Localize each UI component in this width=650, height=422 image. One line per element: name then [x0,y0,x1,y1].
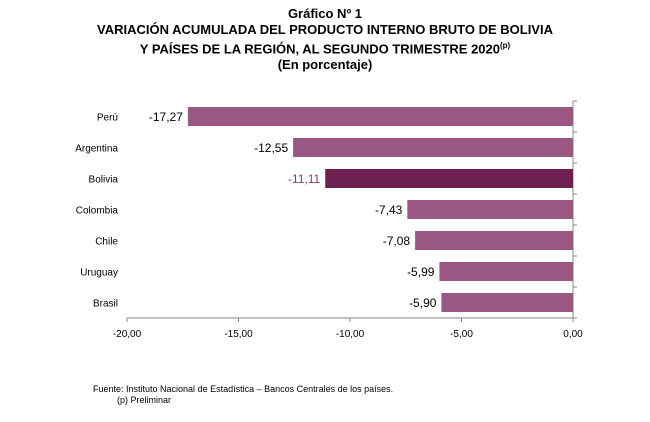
data-label: -7,08 [383,234,411,248]
x-tick-label: -10,00 [336,329,365,340]
data-label: -7,43 [375,203,403,217]
data-label: -5,90 [409,296,437,310]
bar [325,169,573,188]
category-label: Bolivia [89,175,119,186]
chart-titles: Gráfico Nº 1 VARIACIÓN ACUMULADA DEL PRO… [0,6,650,73]
category-label: Uruguay [80,268,118,279]
source-note: Fuente: Instituto Nacional de Estadístic… [93,384,394,394]
bar [187,107,573,126]
category-label: Brasil [93,299,118,310]
chart-units: (En porcentaje) [277,57,373,73]
bar [407,200,573,219]
preliminary-note: (p) Preliminar [117,395,172,405]
category-label: Argentina [75,144,118,155]
chart-title-superscript: (p) [500,41,511,50]
chart-title-line2: Y PAÍSES DE LA REGIÓN, AL SEGUNDO TRIMES… [0,38,650,57]
x-tick-label: 0,00 [563,329,583,340]
data-label: -5,99 [407,265,435,279]
chart-footnote: Fuente: Instituto Nacional de Estadístic… [93,384,393,406]
x-tick-label: -5,00 [450,329,473,340]
x-tick-label: -15,00 [224,329,253,340]
category-label: Colombia [76,206,119,217]
category-label: Chile [95,237,118,248]
x-tick-label: -20,00 [113,329,142,340]
chart-title-line2-text: Y PAÍSES DE LA REGIÓN, AL SEGUNDO TRIMES… [139,41,500,57]
bar [415,231,573,250]
chart-label: Gráfico Nº 1 [287,6,363,21]
bar [441,293,573,312]
bar [439,262,573,281]
data-label: -11,11 [288,172,321,186]
category-label: Perú [97,113,118,124]
chart-title-line1: VARIACIÓN ACUMULADA DEL PRODUCTO INTERNO… [97,22,553,37]
data-label: -12,55 [254,141,288,155]
bar [293,138,573,157]
data-label: -17,27 [149,110,183,124]
